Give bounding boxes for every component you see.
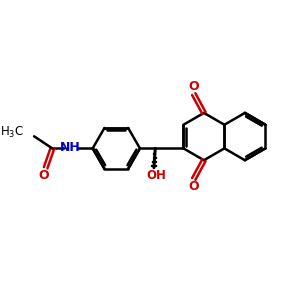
Text: H$_3$C: H$_3$C xyxy=(0,125,24,140)
Text: O: O xyxy=(188,180,199,193)
Text: OH: OH xyxy=(146,169,166,182)
Text: O: O xyxy=(38,169,49,182)
Text: O: O xyxy=(188,80,199,93)
Text: NH: NH xyxy=(60,140,81,154)
